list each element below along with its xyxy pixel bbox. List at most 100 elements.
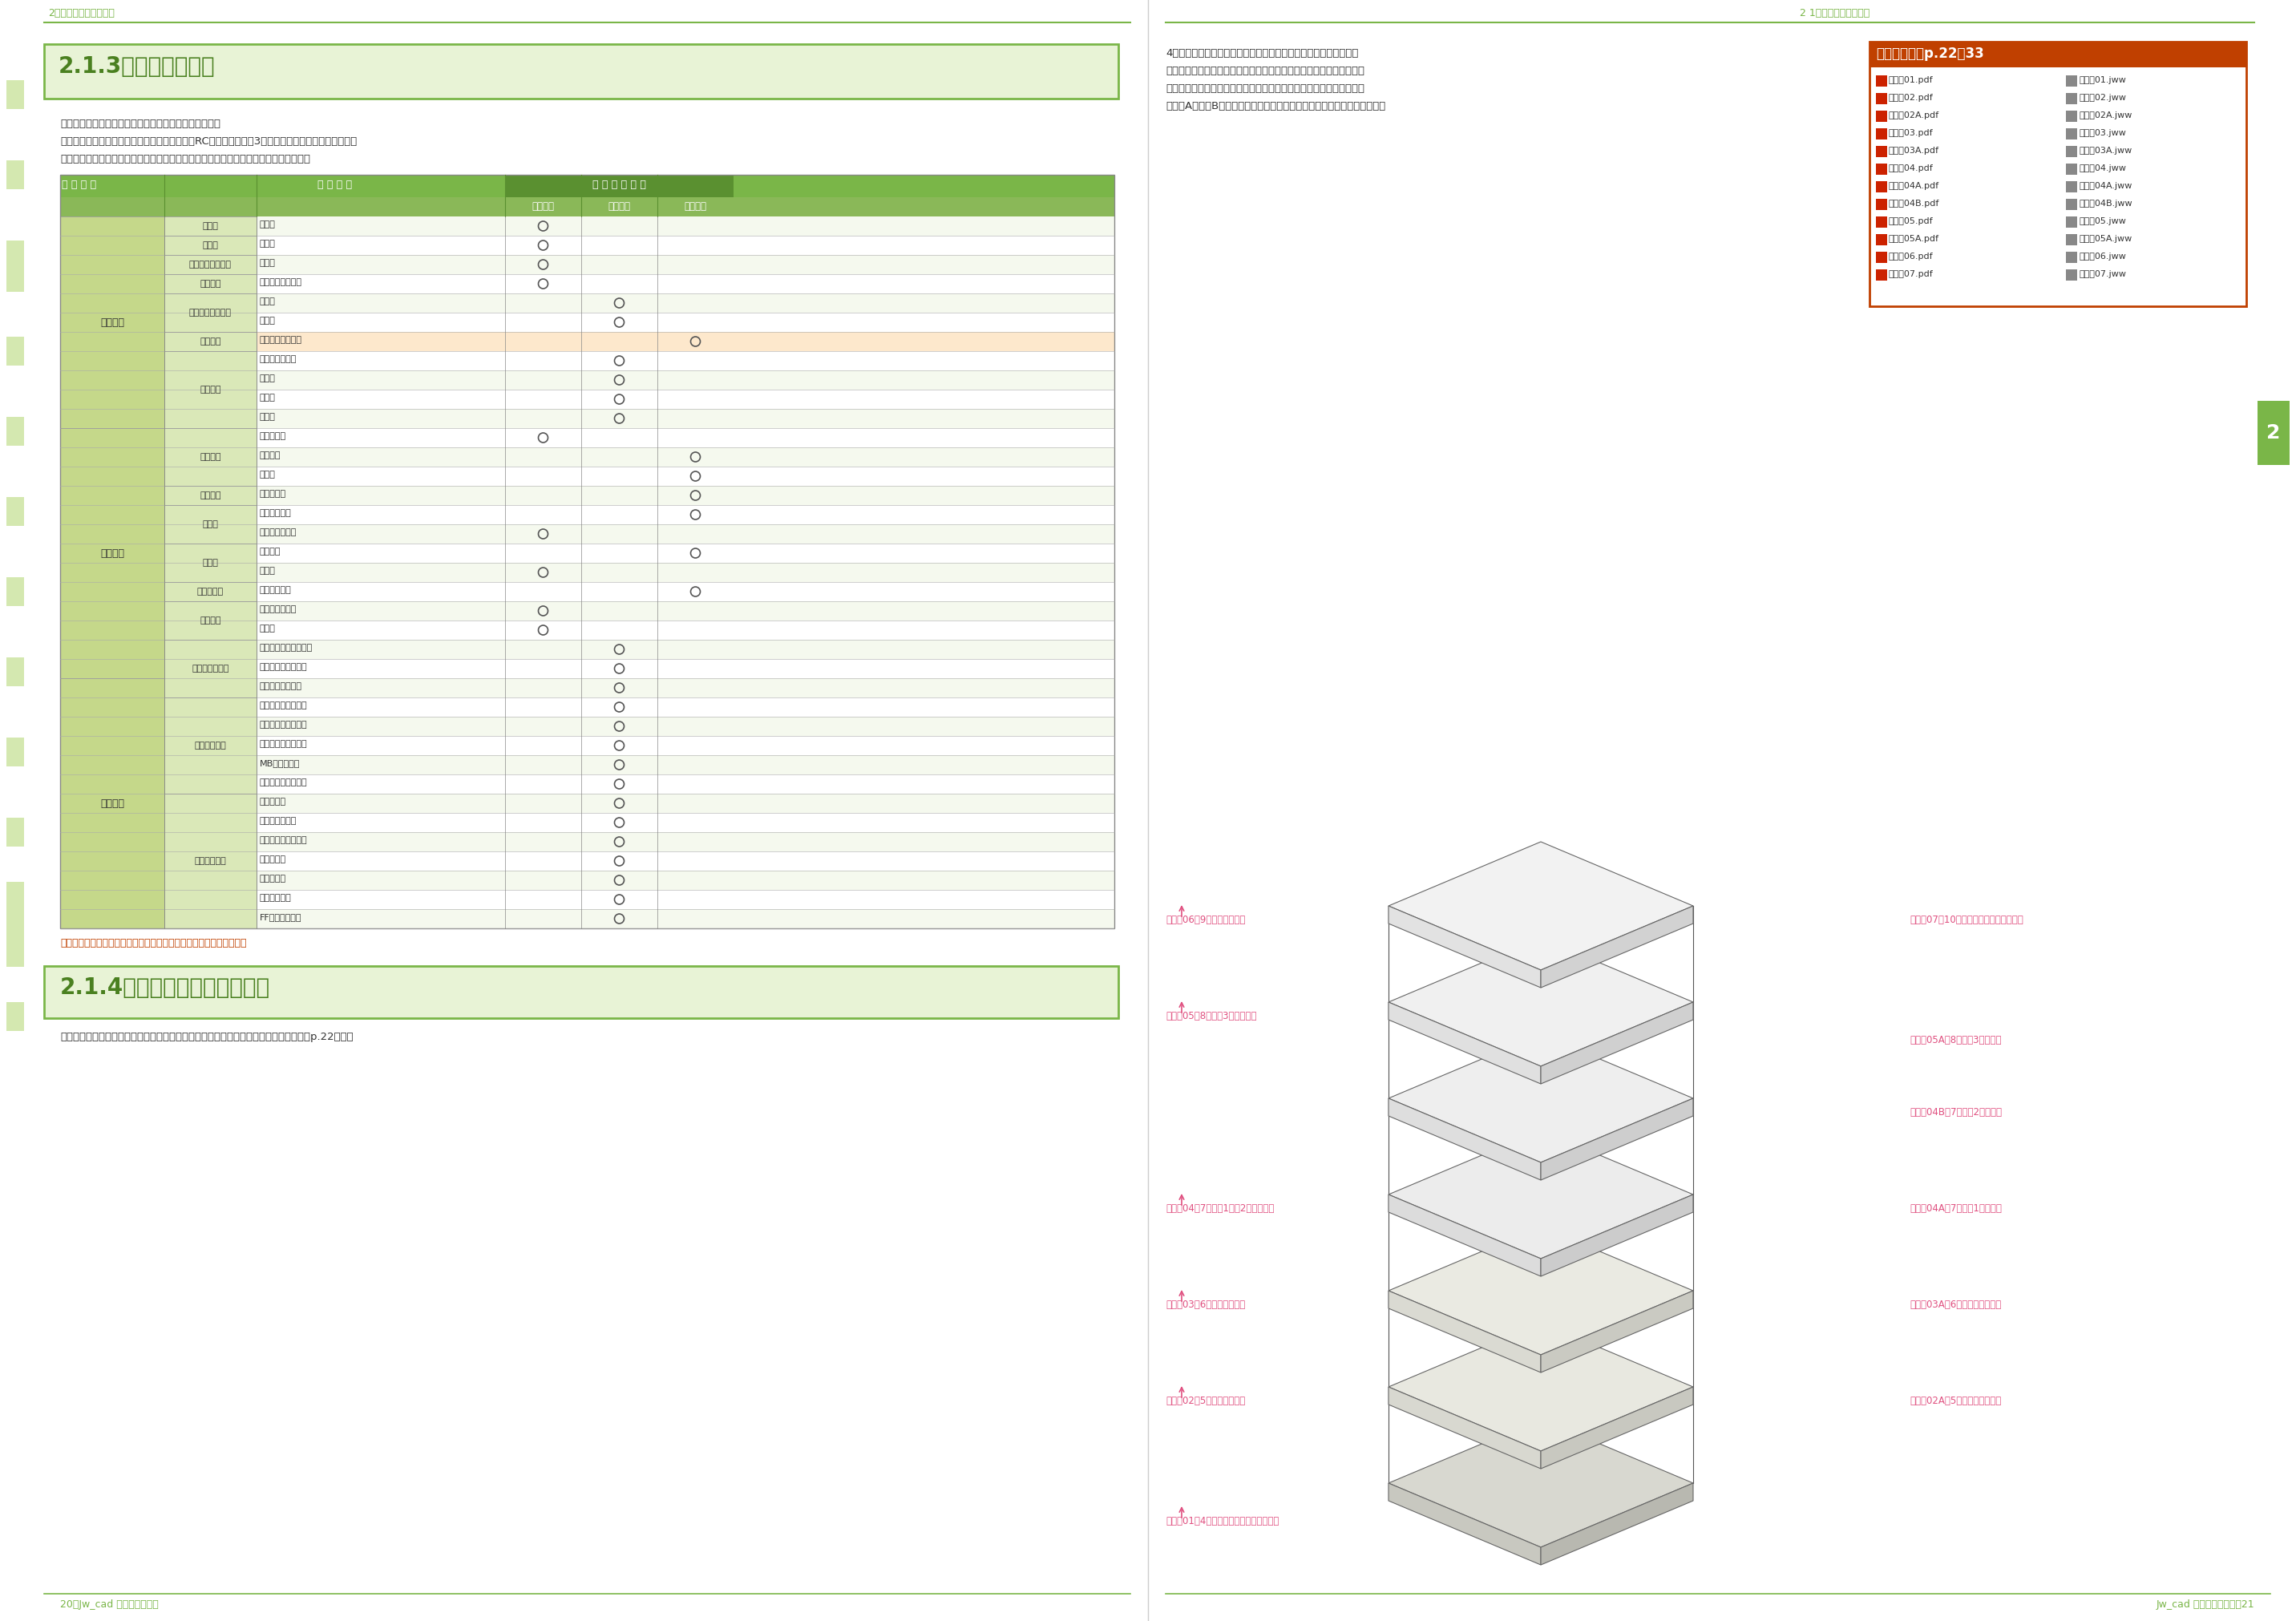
Text: 詳細図: 詳細図 <box>259 567 276 575</box>
Text: 施工図02（5章）：基礎伏図: 施工図02（5章）：基礎伏図 <box>1166 1396 1244 1405</box>
FancyBboxPatch shape <box>165 428 257 486</box>
Text: 施工図02A（5章）：基礎断面図: 施工図02A（5章）：基礎断面図 <box>1910 1396 2002 1405</box>
FancyBboxPatch shape <box>7 817 23 846</box>
FancyBboxPatch shape <box>165 235 257 254</box>
Text: 施工図を工事ごとに分類すると以下のようになります。: 施工図を工事ごとに分類すると以下のようになります。 <box>60 118 220 130</box>
Text: 施工図01.pdf: 施工図01.pdf <box>1890 76 1933 84</box>
Text: Jw_cad 建築施工図入門　21: Jw_cad 建築施工図入門 21 <box>2156 1600 2255 1610</box>
Text: 詳細図: 詳細図 <box>259 316 276 324</box>
Text: 2章　建築施工図の基本: 2章 建築施工図の基本 <box>48 8 115 18</box>
FancyBboxPatch shape <box>60 370 1114 389</box>
Text: アンカープラン: アンカープラン <box>259 355 296 363</box>
FancyBboxPatch shape <box>505 175 732 198</box>
FancyBboxPatch shape <box>60 352 1114 370</box>
Text: 鉄筋工事: 鉄筋工事 <box>200 337 220 345</box>
FancyBboxPatch shape <box>7 160 23 190</box>
Text: 施工図04A.jww: 施工図04A.jww <box>2078 182 2133 190</box>
Text: 施工図04B.pdf: 施工図04B.pdf <box>1890 199 1940 207</box>
Text: 施工図03.jww: 施工図03.jww <box>2078 130 2126 138</box>
Polygon shape <box>1541 1483 1692 1564</box>
Text: 施工図05.pdf: 施工図05.pdf <box>1890 217 1933 225</box>
Text: 薄いオレンジ色で示した図面が本書で作図する施工図の躯体関連工事: 薄いオレンジ色で示した図面が本書で作図する施工図の躯体関連工事 <box>60 939 246 948</box>
FancyBboxPatch shape <box>60 909 1114 929</box>
FancyBboxPatch shape <box>2066 251 2078 263</box>
FancyBboxPatch shape <box>7 79 23 109</box>
Text: 仕上工事: 仕上工事 <box>101 548 124 558</box>
Text: 軸組図: 軸組図 <box>259 374 276 383</box>
Text: 内装工事: 内装工事 <box>200 452 220 460</box>
FancyBboxPatch shape <box>1876 182 1887 193</box>
Text: 施工図05A.jww: 施工図05A.jww <box>2078 235 2133 243</box>
Text: 手摺工事施工図: 手摺工事施工図 <box>259 605 296 613</box>
FancyBboxPatch shape <box>2066 233 2078 245</box>
Text: 施工図03.pdf: 施工図03.pdf <box>1890 130 1933 138</box>
Text: 名に「A」や「B」が付いている図面）も作図します（屋根伏図を除く）。: 名に「A」や「B」が付いている図面）も作図します（屋根伏図を除く）。 <box>1166 101 1384 112</box>
FancyBboxPatch shape <box>1876 92 1887 104</box>
FancyBboxPatch shape <box>2066 164 2078 175</box>
FancyBboxPatch shape <box>60 332 1114 352</box>
FancyBboxPatch shape <box>60 198 1114 217</box>
Text: 型枠工事: 型枠工事 <box>200 280 220 289</box>
Text: 金属製建具工事: 金属製建具工事 <box>193 665 230 673</box>
Text: 2.1.4　本書で作図する施工図: 2.1.4 本書で作図する施工図 <box>60 976 271 999</box>
Text: 施工図04.pdf: 施工図04.pdf <box>1890 164 1933 172</box>
Text: 施工図04A（7章）：1階断面図: 施工図04A（7章）：1階断面図 <box>1910 1203 2002 1214</box>
Text: 2 1　建築施工図の概要: 2 1 建築施工図の概要 <box>1800 8 1869 18</box>
Text: 各階メイプ別換気図: 各階メイプ別換気図 <box>259 739 308 747</box>
Text: 見上げ図の作図では、合わせて、該当個所の断面図（右図のファイル: 見上げ図の作図では、合わせて、該当個所の断面図（右図のファイル <box>1166 83 1364 94</box>
Text: MB回り詳細図: MB回り詳細図 <box>259 759 301 767</box>
FancyBboxPatch shape <box>2257 400 2289 465</box>
Text: 施工図06（9章）：屋根伏図: 施工図06（9章）：屋根伏図 <box>1166 914 1244 926</box>
Text: 工 事 分 類: 工 事 分 類 <box>62 180 96 190</box>
Text: 木工事: 木工事 <box>202 520 218 528</box>
FancyBboxPatch shape <box>44 44 1118 99</box>
Polygon shape <box>1389 1130 1692 1258</box>
FancyBboxPatch shape <box>60 736 1114 755</box>
FancyBboxPatch shape <box>2066 217 2078 227</box>
FancyBboxPatch shape <box>1876 164 1887 175</box>
FancyBboxPatch shape <box>60 621 1114 640</box>
FancyBboxPatch shape <box>60 678 165 929</box>
FancyBboxPatch shape <box>44 966 1118 1018</box>
Polygon shape <box>1389 841 1692 969</box>
Text: 4章の地盤改良伏図の作図から始め、その図面の基準線や位置を利: 4章の地盤改良伏図の作図から始め、その図面の基準線や位置を利 <box>1166 49 1359 58</box>
Text: 木工事施工図: 木工事施工図 <box>259 509 292 517</box>
Text: 天井伏図: 天井伏図 <box>259 451 280 459</box>
FancyBboxPatch shape <box>7 577 23 606</box>
FancyBboxPatch shape <box>1876 269 1887 280</box>
FancyBboxPatch shape <box>60 775 1114 794</box>
FancyBboxPatch shape <box>60 870 1114 890</box>
FancyBboxPatch shape <box>165 274 257 293</box>
Polygon shape <box>1389 1483 1541 1564</box>
Text: 詳細図: 詳細図 <box>259 413 276 421</box>
Text: 施工図07.pdf: 施工図07.pdf <box>1890 271 1933 279</box>
Text: 床伏図: 床伏図 <box>259 470 276 478</box>
FancyBboxPatch shape <box>60 851 1114 870</box>
Polygon shape <box>1389 1195 1541 1276</box>
Text: 土工事: 土工事 <box>202 222 218 230</box>
Text: 施工図03（6章）：土間伏図: 施工図03（6章）：土間伏図 <box>1166 1300 1244 1310</box>
FancyBboxPatch shape <box>60 506 1114 524</box>
Text: シャッター施工図: シャッター施工図 <box>259 682 303 691</box>
Text: 次ページの図は、本書で作図する施工図とその作図手順概要です（各図面の完成図例はp.22～）。: 次ページの図は、本書で作図する施工図とその作図手順概要です（各図面の完成図例はp… <box>60 1031 354 1042</box>
Text: タイル工事: タイル工事 <box>197 588 223 595</box>
Text: 鉄骨工事: 鉄骨工事 <box>200 386 220 394</box>
FancyBboxPatch shape <box>60 812 1114 832</box>
Polygon shape <box>1541 1099 1692 1180</box>
FancyBboxPatch shape <box>2066 110 2078 122</box>
FancyBboxPatch shape <box>60 313 1114 332</box>
Text: 躯体工事: 躯体工事 <box>101 318 124 327</box>
Text: 平面詳細図: 平面詳細図 <box>259 433 287 441</box>
FancyBboxPatch shape <box>1876 233 1887 245</box>
Text: 施工図04.jww: 施工図04.jww <box>2078 164 2126 172</box>
FancyBboxPatch shape <box>60 660 1114 678</box>
FancyBboxPatch shape <box>60 293 1114 313</box>
FancyBboxPatch shape <box>7 658 23 686</box>
FancyBboxPatch shape <box>2066 75 2078 86</box>
Text: 施工図03A.pdf: 施工図03A.pdf <box>1890 148 1940 154</box>
FancyBboxPatch shape <box>165 293 257 332</box>
FancyBboxPatch shape <box>60 447 1114 467</box>
Text: 自火報系統図: 自火報系統図 <box>259 893 292 901</box>
FancyBboxPatch shape <box>60 640 1114 660</box>
FancyBboxPatch shape <box>60 274 1114 293</box>
